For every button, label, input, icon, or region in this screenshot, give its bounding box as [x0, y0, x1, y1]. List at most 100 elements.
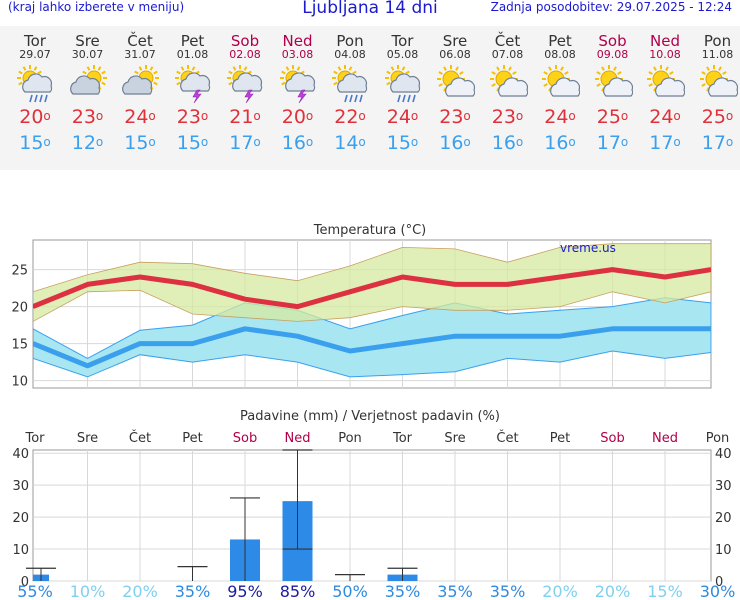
precipitation-probability-label: 35%: [385, 582, 421, 600]
precipitation-probability-label: 35%: [175, 582, 211, 600]
partly-cloudy-icon: [68, 64, 108, 104]
max-temperature-value: 23: [176, 106, 201, 128]
min-temperature: 17o: [587, 132, 639, 154]
min-temperature: 15o: [9, 132, 61, 154]
day-column: Čet 07.08 23o 16o: [482, 26, 534, 154]
precipitation-x-tick-label: Pon: [338, 431, 362, 446]
max-temperature-value: 20: [281, 106, 306, 128]
min-temperature-point: [506, 334, 509, 338]
min-temperature: 15o: [377, 132, 429, 154]
degree-sign: o: [358, 109, 366, 123]
degree-sign: o: [568, 135, 576, 149]
degree-sign: o: [200, 135, 209, 149]
day-name: Pon: [703, 32, 732, 50]
precipitation-y-tick-label-left: 40: [12, 447, 29, 462]
min-temperature: 16o: [429, 132, 481, 154]
max-temperature-value: 20: [19, 106, 44, 128]
precipitation-x-tick-label: Čet: [129, 430, 151, 446]
sun-cloud-icon: [698, 64, 738, 104]
min-temperature-value: 16: [491, 132, 516, 154]
day-column: Tor 05.08 24o 15o: [377, 26, 429, 154]
sun-cloud-thunder-icon: [278, 64, 318, 104]
day-date: 31.07: [124, 48, 156, 61]
degree-sign: o: [620, 135, 629, 149]
min-temperature-value: 17: [701, 132, 726, 154]
max-temperature-point: [348, 290, 352, 294]
max-temperature-value: 21: [229, 106, 254, 128]
day-date: 30.07: [71, 48, 104, 61]
sun-cloud-icon: [540, 64, 581, 104]
day-date: 29.07: [19, 48, 51, 61]
precipitation-x-tick-label: Ned: [285, 431, 311, 446]
precipitation-y-tick-label-right: 40: [715, 447, 732, 462]
temperature-y-tick-label: 15: [11, 338, 28, 353]
precipitation-probability-label: 35%: [437, 582, 473, 600]
precipitation-probability-label: 20%: [595, 582, 631, 600]
min-temperature: 16o: [272, 132, 324, 154]
min-temperature-value: 17: [649, 132, 674, 154]
degree-sign: o: [463, 109, 471, 123]
day-date: 01.08: [176, 48, 209, 61]
precipitation-chart-title: Padavine (mm) / Verjetnost padavin (%): [240, 409, 500, 424]
degree-sign: o: [673, 109, 681, 123]
partly-cloudy-icon: [120, 64, 160, 104]
temperature-y-tick-label: 25: [11, 264, 28, 279]
location-menu-note: (kraj lahko izberete v meniju): [8, 0, 185, 14]
sun-cloud-thunder-icon: [173, 64, 213, 104]
precipitation-probability-label: 20%: [542, 582, 578, 600]
precipitation-y-tick-label-left: 0: [21, 575, 29, 590]
precipitation-y-tick-label-left: 10: [12, 543, 29, 558]
sun-cloud-icon: [435, 64, 476, 104]
degree-sign: o: [148, 135, 156, 149]
min-temperature-point: [33, 342, 35, 346]
precipitation-x-tick-label: Pon: [706, 431, 730, 446]
max-temperature-point: [709, 268, 711, 272]
temperature-y-tick-label: 10: [11, 375, 28, 390]
precipitation-probability-label: 15%: [647, 582, 683, 600]
max-temperature: 20o: [272, 106, 324, 128]
max-temperature-value: 24: [544, 106, 569, 128]
max-temperature-value: 24: [124, 106, 149, 128]
day-name: Sre: [442, 32, 468, 50]
degree-sign: o: [148, 109, 156, 123]
day-column: Ned 03.08 20o 16o: [272, 26, 324, 154]
min-temperature-line: [33, 326, 711, 369]
max-temperature-point: [191, 282, 194, 286]
degree-sign: o: [410, 109, 419, 123]
max-temperature: 23o: [62, 106, 114, 128]
day-date: 05.08: [386, 48, 419, 61]
degree-sign: o: [725, 109, 734, 123]
day-name: Tor: [24, 32, 46, 50]
precipitation-probability-label: 20%: [122, 582, 158, 600]
degree-sign: o: [568, 109, 576, 123]
degree-sign: o: [200, 109, 209, 123]
degree-sign: o: [515, 135, 524, 149]
max-temperature-value: 24: [386, 106, 411, 128]
day-name: Pon: [336, 32, 364, 50]
degree-sign: o: [95, 109, 104, 123]
sun-cloud-icon: [488, 64, 528, 104]
max-temperature: 25o: [692, 106, 740, 128]
header: (kraj lahko izberete v meniju) Ljubljana…: [0, 0, 740, 20]
degree-sign: o: [43, 109, 51, 123]
min-temperature: 15o: [167, 132, 219, 154]
precipitation-probability-label: 50%: [332, 582, 368, 600]
day-date: 04.08: [334, 48, 366, 61]
degree-sign: o: [410, 135, 419, 149]
day-column: Sre 06.08 23o 16o: [429, 26, 481, 154]
precipitation-y-tick-label-left: 20: [12, 511, 29, 526]
day-name: Čet: [494, 32, 521, 50]
min-temperature-value: 15: [386, 132, 411, 154]
partly-cloudy-rain-icon: [383, 64, 423, 104]
degree-sign: o: [620, 109, 629, 123]
min-temperature-value: 17: [229, 132, 254, 154]
day-name: Ned: [650, 32, 680, 50]
precipitation-x-tick-label: Sob: [600, 431, 624, 446]
min-temperature: 17o: [692, 132, 740, 154]
precipitation-probability-label: 85%: [280, 582, 316, 600]
max-temperature: 22o: [324, 106, 376, 128]
partly-cloudy-rain-icon: [330, 64, 370, 104]
day-date: 10.08: [649, 48, 681, 61]
max-temperature-point: [453, 282, 457, 286]
partly-cloudy-rain-icon: [15, 64, 55, 104]
